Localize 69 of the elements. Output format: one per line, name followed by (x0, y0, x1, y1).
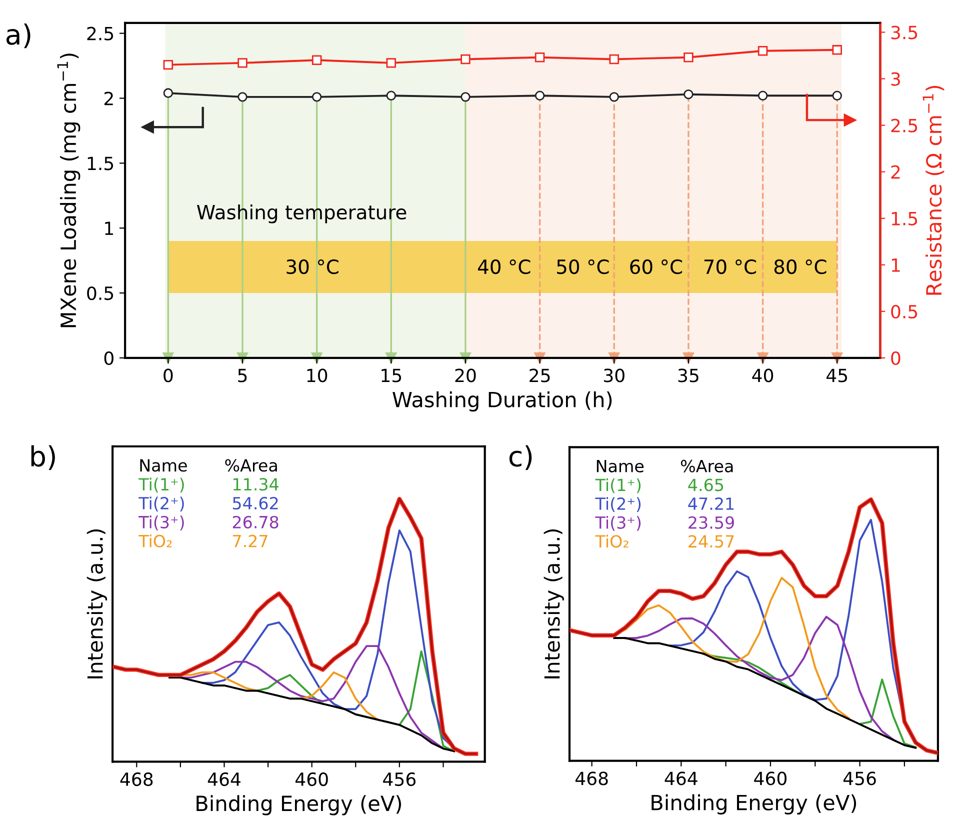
y2-tick-label: 3 (891, 72, 900, 86)
text: Ti(3⁺) (138, 516, 184, 530)
text: Name (596, 460, 644, 472)
y-tick-label: 2 (104, 92, 113, 106)
annotation: 47.21 (688, 497, 734, 510)
annotation: 60 °C (630, 259, 682, 274)
y-axis-title: Intensity (a.u.) (544, 529, 564, 678)
annotation: 24.57 (688, 535, 734, 548)
y-tick-label: 1.5 (88, 156, 114, 170)
text: Ti(3⁺) (595, 516, 641, 531)
y2-axis-title: Resistance (Ω cm$^{−1}$) (922, 86, 944, 295)
x-tick-label: 15 (382, 368, 402, 382)
x-tick-label: 45 (826, 368, 848, 382)
chart-title: c) (509, 445, 532, 470)
y2-tick-label: 1 (892, 258, 900, 272)
x-axis-title: Binding Energy (eV) (196, 795, 402, 816)
x-tick-label: 464 (664, 772, 698, 786)
annotation: 70 °C (704, 259, 756, 274)
x-tick-label: 40 (752, 368, 774, 382)
text: Ti(2⁺) (595, 497, 641, 512)
y-tick-label: 2.5 (87, 26, 114, 40)
text: Ti(1⁺) (595, 478, 641, 494)
text: 11.34 (234, 478, 278, 491)
annotation: 26.78 (232, 516, 278, 528)
x-tick-label: 5 (238, 368, 247, 382)
annotation: 54.62 (232, 496, 278, 510)
chart-title: a) (6, 23, 30, 48)
x-tick-label: 460 (754, 772, 787, 786)
y2-tick-label: 1.5 (892, 212, 918, 226)
text: Name (140, 459, 187, 472)
annotation: 7.27 (233, 534, 268, 548)
x-tick-label: 460 (295, 772, 328, 786)
annotation: 23.59 (688, 516, 734, 529)
x-tick-label: 25 (530, 368, 550, 382)
y-tick-label: 0 (104, 351, 114, 366)
x-tick-label: 468 (575, 772, 608, 786)
x-tick-label: 456 (383, 772, 416, 786)
annotation: Washing temperature (197, 204, 406, 224)
x-tick-label: 456 (843, 772, 876, 786)
x-tick-label: 35 (678, 368, 698, 382)
y2-tick-label: 0.5 (891, 304, 918, 318)
text: %Area (680, 460, 733, 472)
y-tick-label: 0.5 (87, 286, 114, 300)
chart-title: b) (31, 445, 55, 470)
y2-tick-label: 3.5 (891, 26, 918, 40)
x-tick-label: 0 (164, 368, 173, 382)
x-tick-label: 464 (208, 772, 240, 786)
text: %Area (225, 459, 277, 472)
annotation: 40 °C (478, 259, 530, 274)
x-tick-label: 20 (455, 368, 476, 382)
x-axis-title: Binding Energy (eV) (652, 794, 856, 814)
x-tick-label: 10 (307, 368, 328, 382)
y-axis-title: Intensity (a.u.) (86, 529, 107, 678)
text: TiO₂ (595, 534, 628, 548)
x-axis-title: Washing Duration (h) (392, 391, 612, 412)
annotation: 50 °C (557, 259, 609, 274)
y-axis-title: MXene Loading (mg cm$^{−1}$) (57, 54, 80, 328)
y2-tick-label: 2 (891, 165, 900, 179)
text: 4.65 (688, 478, 724, 492)
x-tick-label: 468 (120, 772, 153, 786)
y2-tick-label: 0 (891, 351, 900, 366)
x-tick-label: 30 (604, 368, 624, 382)
annotation: 30 °C (286, 259, 338, 274)
y-tick-label: 1 (105, 222, 113, 235)
annotation: 80 °C (774, 259, 826, 274)
text: Ti(1⁺) (138, 478, 184, 493)
text: Ti(2⁺) (138, 496, 184, 512)
text: TiO₂ (138, 534, 172, 548)
y2-tick-label: 2.5 (891, 118, 918, 132)
